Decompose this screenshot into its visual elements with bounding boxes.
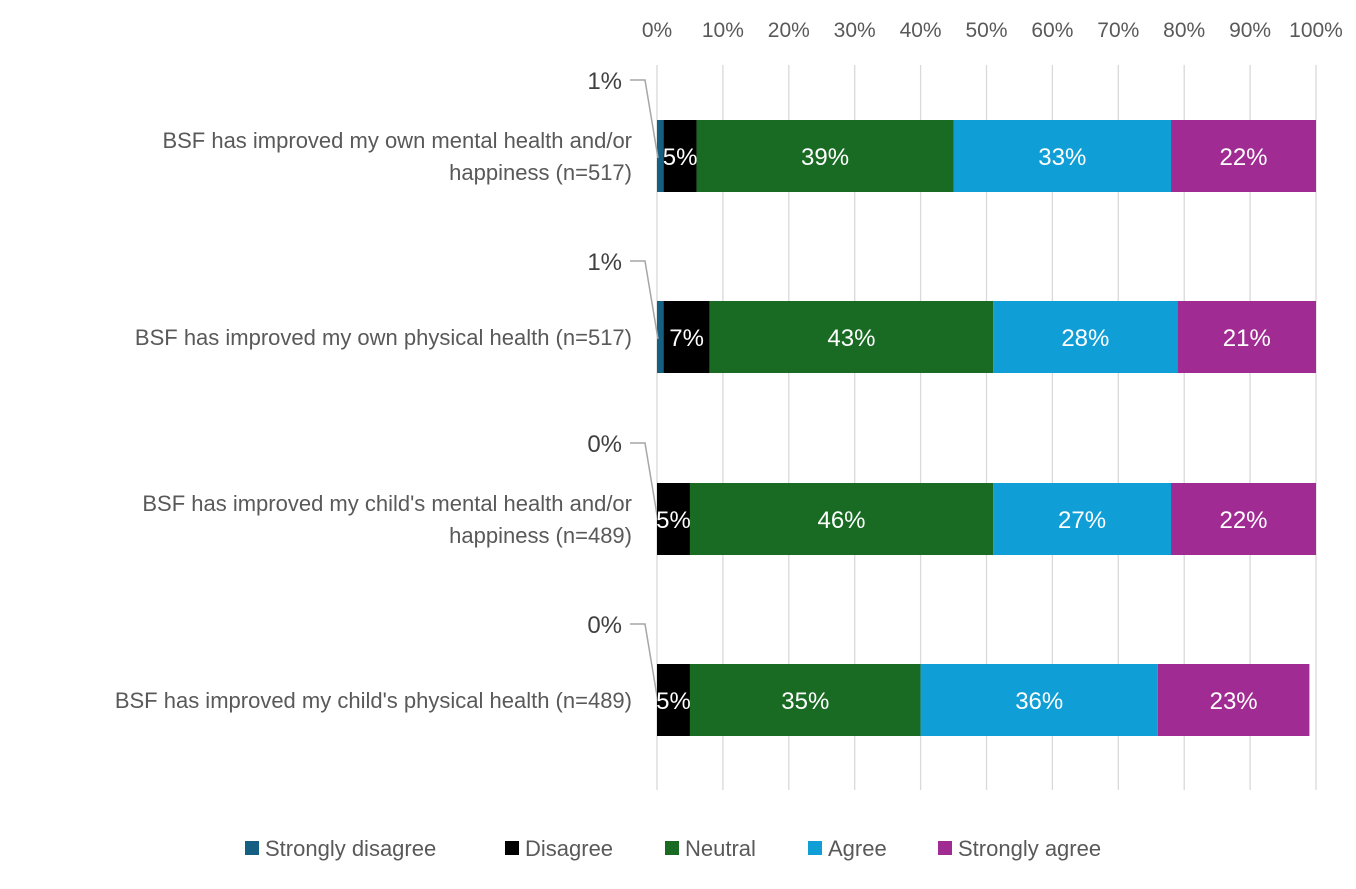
- data-label: 5%: [663, 144, 698, 171]
- data-label: 39%: [801, 144, 849, 171]
- bar-segment-neutral: [689, 664, 921, 736]
- data-label: 27%: [1058, 507, 1106, 534]
- data-label: 5%: [656, 507, 691, 534]
- category-label: BSF has improved my child's physical hea…: [115, 688, 632, 713]
- category-label: happiness (n=489): [449, 523, 632, 548]
- x-tick-label: 10%: [702, 19, 744, 42]
- callout-leader-line: [630, 623, 659, 703]
- x-tick-label: 50%: [965, 19, 1007, 42]
- data-label: 36%: [1015, 688, 1063, 715]
- x-tick-label: 100%: [1289, 19, 1343, 42]
- legend-label: Strongly disagree: [265, 836, 436, 861]
- bar-segment-strongly-disagree: [657, 301, 664, 373]
- bar-segment-agree: [993, 301, 1178, 373]
- data-label-callout: 1%: [587, 68, 622, 95]
- bar-segment-disagree: [657, 664, 690, 736]
- bar-segment-agree: [993, 483, 1172, 555]
- data-label: 5%: [656, 688, 691, 715]
- x-tick-label: 90%: [1229, 19, 1271, 42]
- bar-segment-strongly-agree: [1177, 301, 1316, 373]
- bar-segment-strongly-agree: [1171, 120, 1316, 192]
- callout-leader-line: [630, 442, 659, 522]
- bar-segment-agree: [920, 664, 1158, 736]
- x-tick-label: 60%: [1031, 19, 1073, 42]
- bar-segment-agree: [953, 120, 1172, 192]
- bar-segment-disagree: [663, 120, 697, 192]
- x-tick-label: 0%: [642, 19, 672, 42]
- data-label: 33%: [1038, 144, 1086, 171]
- x-tick-label: 30%: [834, 19, 876, 42]
- legend-label: Disagree: [525, 836, 613, 861]
- bar-segment-strongly-agree: [1171, 483, 1316, 555]
- x-tick-label: 20%: [768, 19, 810, 42]
- data-label: 22%: [1219, 507, 1267, 534]
- callout-leader-line: [630, 260, 659, 340]
- legend-label: Neutral: [685, 836, 756, 861]
- data-label: 46%: [817, 507, 865, 534]
- category-label: BSF has improved my own mental health an…: [162, 128, 632, 153]
- legend-swatch: [938, 841, 952, 855]
- legend-swatch: [245, 841, 259, 855]
- bar-segment-disagree: [663, 301, 710, 373]
- data-label-callout: 0%: [587, 431, 622, 458]
- bar-segment-strongly-agree: [1157, 664, 1310, 736]
- bar-segment-neutral: [709, 301, 994, 373]
- data-label: 35%: [781, 688, 829, 715]
- legend-swatch: [505, 841, 519, 855]
- data-label: 7%: [669, 325, 704, 352]
- x-tick-label: 80%: [1163, 19, 1205, 42]
- data-label: 21%: [1223, 325, 1271, 352]
- x-tick-label: 70%: [1097, 19, 1139, 42]
- data-label: 23%: [1210, 688, 1258, 715]
- callout-leader-line: [630, 79, 659, 159]
- data-label: 43%: [827, 325, 875, 352]
- data-label: 22%: [1219, 144, 1267, 171]
- legend-label: Strongly agree: [958, 836, 1101, 861]
- category-label: happiness (n=517): [449, 160, 632, 185]
- bar-segment-strongly-disagree: [657, 120, 664, 192]
- data-label: 28%: [1061, 325, 1109, 352]
- legend-swatch: [808, 841, 822, 855]
- legend-swatch: [665, 841, 679, 855]
- data-label-callout: 1%: [587, 249, 622, 276]
- category-label: BSF has improved my own physical health …: [135, 325, 632, 350]
- bar-segment-neutral: [696, 120, 954, 192]
- bar-segment-neutral: [689, 483, 994, 555]
- x-tick-label: 40%: [900, 19, 942, 42]
- bar-segment-disagree: [657, 483, 690, 555]
- data-label-callout: 0%: [587, 612, 622, 639]
- category-label: BSF has improved my child's mental healt…: [142, 491, 632, 516]
- legend-label: Agree: [828, 836, 887, 861]
